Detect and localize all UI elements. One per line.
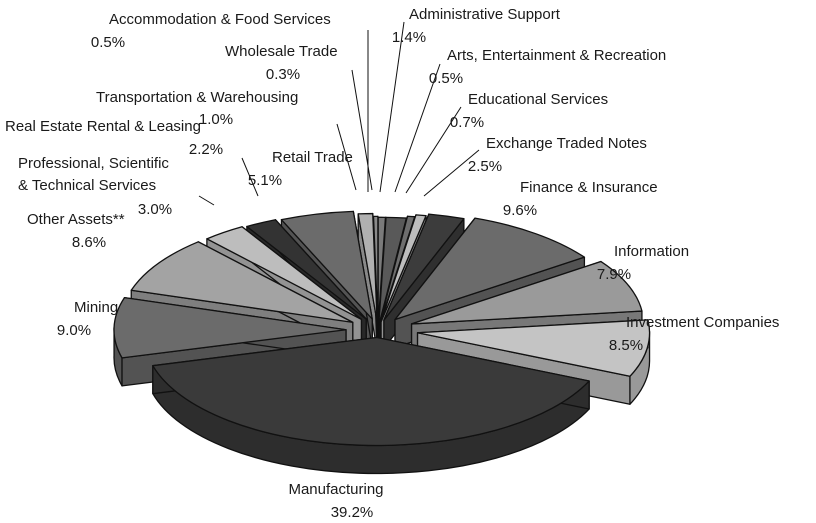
slice-label: Arts, Entertainment & Recreation [447, 47, 666, 64]
slice-percent: 3.0% [138, 201, 172, 218]
slice-exchange-traded-notes [383, 213, 465, 321]
leader-line [405, 106, 462, 194]
slice-percent: 1.4% [392, 29, 426, 46]
leader-line [241, 157, 259, 197]
slice-percent: 5.1% [248, 172, 282, 189]
slice-percent: 8.5% [609, 337, 643, 354]
slice-investment-companies [416, 319, 651, 377]
leader-line [379, 21, 405, 193]
slice-label: Retail Trade [272, 149, 353, 166]
slice-label: Investment Companies [626, 314, 779, 331]
slice-percent: 0.5% [429, 70, 463, 87]
slice-label: Accommodation & Food Services [109, 11, 331, 28]
slice-retail-trade [280, 210, 373, 320]
slice-tops [113, 210, 651, 447]
leader-line [394, 63, 441, 193]
slice-percent: 7.9% [597, 266, 631, 283]
slice-mining [113, 296, 347, 359]
slice-label: Exchange Traded Notes [486, 135, 647, 152]
slice-label: Real Estate Rental & Leasing [5, 118, 201, 135]
slice-finance-insurance [394, 217, 586, 321]
slice-label: Educational Services [468, 91, 608, 108]
slice-professional-scientific-technical-services [206, 226, 363, 321]
leader-line [351, 69, 373, 191]
slice-real-estate-rental-leasing [246, 219, 367, 320]
slice-percent: 9.0% [57, 322, 91, 339]
slice-label: Finance & Insurance [520, 179, 658, 196]
slice-label: Other Assets** [27, 211, 125, 228]
slice-information [410, 260, 643, 325]
slice-educational-services [380, 214, 427, 323]
slice-label: Information [614, 243, 689, 260]
slice-label: Manufacturing [288, 481, 383, 498]
slice-percent: 39.2% [331, 504, 374, 518]
slice-percent: 2.5% [468, 158, 502, 175]
slice-labels: Accommodation & Food Services 0.5% Adminis… [5, 6, 779, 521]
slice-label: & Technical Services [18, 177, 156, 194]
leader-line [336, 123, 357, 191]
slice-label: Professional, Scientific [18, 155, 169, 172]
slice-label: Transportation & Warehousing [96, 89, 298, 106]
leader-line [198, 195, 215, 206]
slice-percent: 0.7% [450, 114, 484, 131]
slice-percent: 2.2% [189, 141, 223, 158]
slice-manufacturing [152, 336, 590, 447]
slice-percent: 0.3% [266, 66, 300, 83]
slice-wholesale-trade [372, 215, 379, 326]
slice-percent: 1.0% [199, 111, 233, 128]
slice-percent: 9.6% [503, 202, 537, 219]
leader-lines [198, 21, 480, 206]
slice-label: Mining [74, 299, 118, 316]
slice-percent: 0.5% [91, 34, 125, 51]
slice-label: Wholesale Trade [225, 43, 338, 60]
slice-transportation-warehousing [357, 212, 378, 323]
slice-percent: 8.6% [72, 234, 106, 251]
slice-label: Administrative Support [409, 6, 561, 23]
leader-line [423, 149, 480, 197]
slice-other-assets [130, 241, 354, 324]
